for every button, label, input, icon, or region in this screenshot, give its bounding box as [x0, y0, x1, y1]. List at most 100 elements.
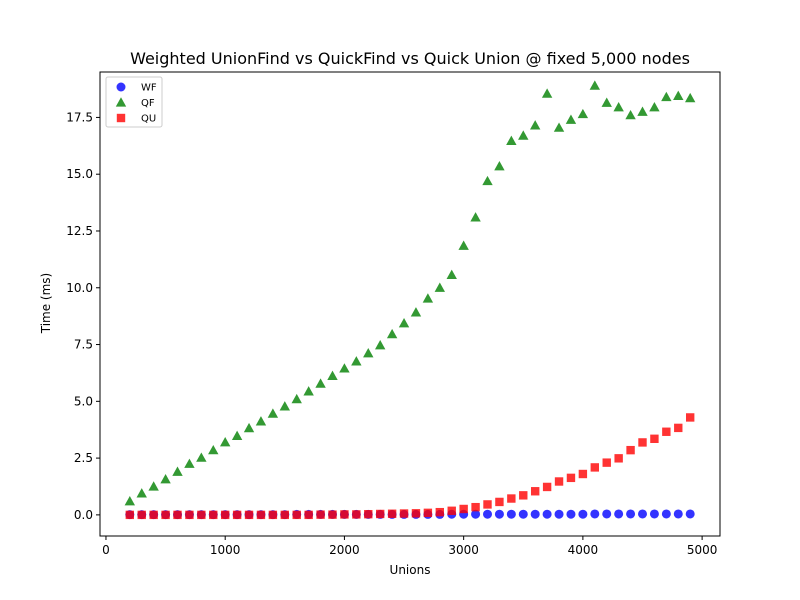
data-point-qu	[554, 477, 564, 486]
data-point-wf	[649, 509, 659, 519]
data-point-qf	[601, 97, 612, 107]
data-point-qu	[316, 510, 325, 519]
data-point-qf	[541, 88, 553, 98]
data-point-qf	[577, 108, 589, 119]
data-point-qf	[410, 307, 422, 317]
data-point-wf	[506, 509, 516, 519]
data-point-wf	[590, 509, 600, 519]
data-point-qu	[364, 509, 373, 519]
legend: WF QF QU	[105, 76, 163, 128]
data-point-qu	[280, 510, 290, 520]
data-point-qf	[363, 347, 374, 358]
data-point-qf	[172, 466, 183, 476]
y-tick-label: 0.0	[74, 508, 93, 522]
data-point-qf	[398, 317, 410, 328]
x-tick-label: 3000	[448, 543, 479, 557]
data-point-qf	[518, 130, 529, 140]
y-tick-label: 2.5	[74, 451, 93, 465]
legend-marker-qu	[116, 113, 126, 123]
y-tick-label: 5.0	[74, 394, 93, 408]
y-axis: 0.0 2.5 5.0 7.5 10.0 12.5 15.0 17.5	[66, 110, 100, 522]
data-point-qu	[220, 510, 230, 520]
data-point-wf	[661, 509, 671, 519]
data-point-qf	[625, 109, 636, 120]
data-point-qf	[565, 114, 577, 124]
data-point-qf	[673, 90, 684, 101]
data-point-wf	[626, 509, 636, 519]
data-point-qu	[161, 510, 170, 520]
data-point-qf	[613, 102, 624, 112]
data-point-qu	[602, 458, 611, 467]
data-point-qf	[136, 488, 147, 498]
x-tick-label: 5000	[687, 543, 718, 557]
data-point-qf	[255, 416, 267, 426]
data-point-qf	[589, 80, 601, 90]
data-point-qu	[566, 473, 576, 483]
data-point-qf	[184, 458, 195, 468]
data-point-wf	[471, 509, 481, 519]
data-point-qu	[507, 494, 516, 503]
data-point-qu	[685, 413, 695, 422]
data-point-wf	[494, 509, 504, 519]
data-point-qf	[231, 430, 243, 441]
y-tick-label: 12.5	[66, 224, 93, 238]
data-point-qf	[208, 444, 219, 455]
data-point-wf	[542, 509, 552, 519]
legend-marker-wf	[116, 82, 126, 92]
data-point-qu	[542, 482, 552, 492]
data-point-qu	[244, 510, 254, 520]
data-point-wf	[530, 509, 540, 519]
data-point-qf	[434, 282, 446, 292]
y-tick-label: 15.0	[66, 167, 93, 181]
data-point-qu	[375, 509, 385, 519]
x-tick-label: 1000	[210, 543, 241, 557]
data-point-qu	[149, 510, 158, 520]
data-point-qu	[530, 487, 540, 496]
data-point-qu	[173, 510, 182, 520]
data-point-qu	[292, 510, 301, 520]
data-point-qf	[649, 102, 660, 112]
data-point-qf	[482, 175, 493, 186]
series-qu	[125, 413, 695, 520]
data-point-qu	[197, 510, 206, 520]
data-point-qf	[446, 269, 457, 279]
data-point-qf	[458, 240, 469, 250]
data-point-wf	[685, 509, 695, 519]
series-qf	[124, 80, 696, 506]
data-point-qu	[590, 463, 600, 472]
data-point-qf	[506, 135, 517, 145]
x-axis-label: Unions	[390, 563, 431, 577]
data-point-qu	[304, 510, 313, 520]
data-point-wf	[638, 509, 647, 519]
data-point-qf	[279, 401, 291, 411]
data-point-qf	[351, 356, 362, 366]
data-point-qf	[661, 91, 672, 102]
data-point-qu	[447, 506, 456, 515]
data-point-qu	[578, 469, 588, 479]
data-point-qf	[303, 386, 314, 396]
data-point-qf	[553, 122, 565, 132]
data-point-wf	[554, 509, 564, 519]
data-point-qf	[339, 363, 350, 373]
data-point-qu	[483, 500, 492, 509]
data-point-qu	[471, 502, 480, 512]
data-point-qf	[196, 452, 207, 462]
data-point-qf	[494, 161, 505, 171]
chart-title: Weighted UnionFind vs QuickFind vs Quick…	[130, 49, 690, 68]
legend-label-wf: WF	[141, 83, 157, 94]
data-point-qu	[662, 427, 671, 436]
data-point-qu	[256, 510, 266, 520]
data-point-qf	[374, 340, 386, 350]
data-point-qu	[209, 510, 218, 520]
axes-frame	[99, 71, 721, 537]
data-point-qf	[422, 293, 434, 303]
data-point-wf	[483, 509, 492, 519]
y-tick-label: 7.5	[74, 338, 93, 352]
legend-marker-qf	[115, 97, 127, 107]
data-point-qf	[529, 120, 541, 130]
data-point-qu	[626, 445, 635, 455]
y-tick-label: 17.5	[66, 110, 93, 124]
data-point-qu	[232, 510, 242, 520]
data-point-qu	[638, 438, 647, 447]
